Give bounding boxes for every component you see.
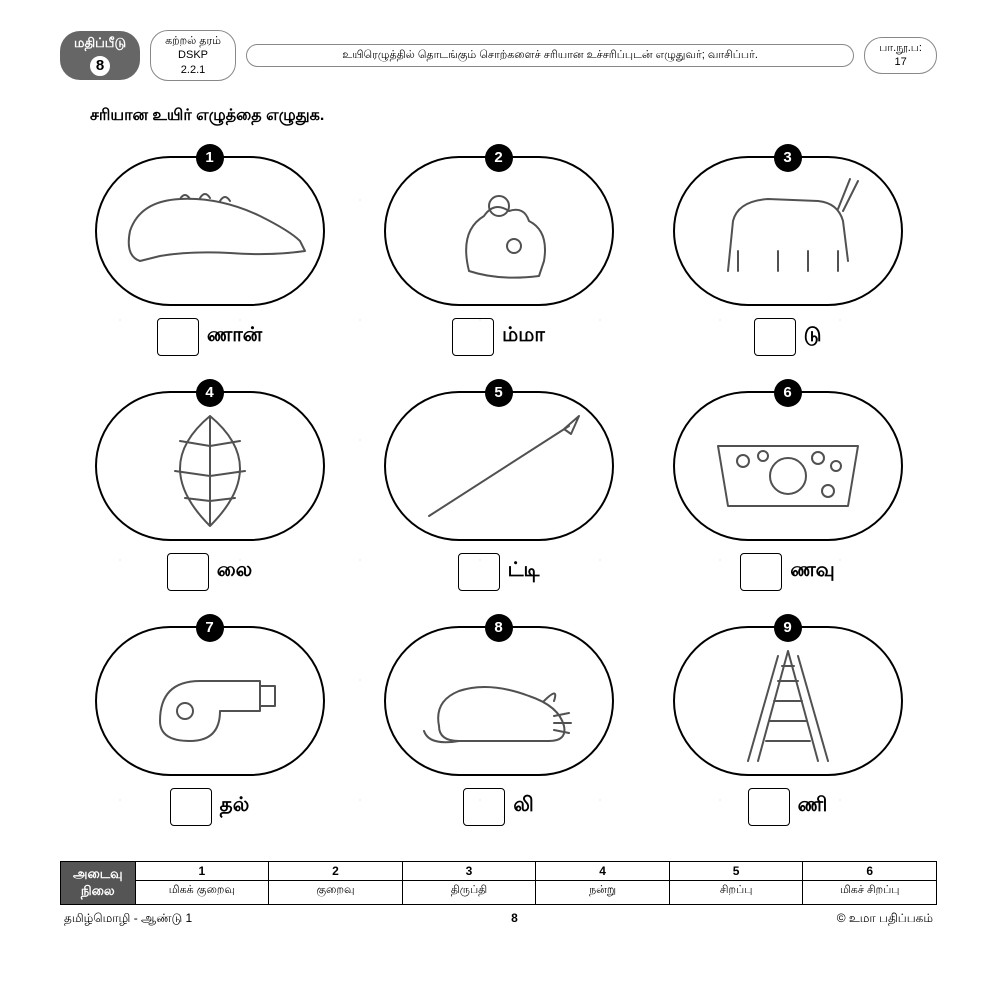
image-capsule: 3 [673, 156, 903, 306]
word-suffix: ம்மா [502, 324, 545, 349]
goat-icon [688, 161, 888, 301]
objective-pill: உயிரெழுத்தில் தொடங்கும் சொற்களைச் சரியான… [246, 44, 854, 66]
word-suffix: லை [217, 559, 253, 584]
page-ref-pill: பா.நூ.ப: 17 [864, 37, 937, 74]
level-number: 2 [269, 862, 402, 881]
level-number: 4 [536, 862, 669, 881]
answer-input-box[interactable] [740, 553, 782, 591]
assessment-level: 4நன்று [535, 862, 669, 904]
answer-row: ணவு [740, 553, 835, 591]
answer-row: லை [167, 553, 253, 591]
word-suffix: ணவு [790, 559, 835, 584]
badge-number: 8 [88, 54, 112, 78]
mother-icon [399, 161, 599, 301]
word-suffix: ணான் [207, 324, 262, 349]
assessment-level: 6மிகச் சிறப்பு [802, 862, 936, 904]
word-suffix: தல் [220, 794, 250, 819]
page-ref-label: பா.நூ.ப: [879, 41, 922, 55]
assessment-badge: மதிப்பீடு 8 [60, 31, 140, 80]
image-capsule: 4 [95, 391, 325, 541]
assessment-label: அடைவு நிலை [61, 862, 135, 904]
question-cell: 7 தல் [80, 626, 339, 826]
word-suffix: லி [513, 794, 533, 819]
image-capsule: 7 [95, 626, 325, 776]
image-capsule: 6 [673, 391, 903, 541]
level-number: 5 [670, 862, 803, 881]
objective-text: உயிரெழுத்தில் தொடங்கும் சொற்களைச் சரியான… [342, 49, 758, 61]
question-cell: 4 லை [80, 391, 339, 591]
assessment-level: 1மிகக் குறைவு [135, 862, 269, 904]
answer-row: ட்டி [458, 553, 540, 591]
level-text: திருப்தி [403, 881, 536, 901]
assessment-level: 2குறைவு [268, 862, 402, 904]
spear-icon [399, 396, 599, 536]
dskp-label: கற்றல் தரம் DSKP [165, 34, 221, 63]
badge-label: மதிப்பீடு [74, 35, 126, 52]
footer-right: © உமா பதிப்பகம் [837, 911, 933, 927]
question-cell: 1 ணான் [80, 156, 339, 356]
assessment-level: 5சிறப்பு [669, 862, 803, 904]
assessment-level: 3திருப்தி [402, 862, 536, 904]
image-capsule: 5 [384, 391, 614, 541]
question-grid: 1 ணான் 2 ம்மா 3 டு 4 லை 5 ட்டி 6 ணவு 7 தல் 8 லி 9 ணி [60, 156, 937, 826]
level-text: நன்று [536, 881, 669, 901]
worksheet-header: மதிப்பீடு 8 கற்றல் தரம் DSKP 2.2.1 உயிரெ… [60, 30, 937, 81]
question-cell: 3 டு [658, 156, 917, 356]
answer-row: ணி [748, 788, 828, 826]
answer-input-box[interactable] [754, 318, 796, 356]
image-capsule: 2 [384, 156, 614, 306]
answer-row: டு [754, 318, 822, 356]
image-capsule: 9 [673, 626, 903, 776]
question-cell: 9 ணி [658, 626, 917, 826]
question-cell: 2 ம்மா [369, 156, 628, 356]
level-text: சிறப்பு [670, 881, 803, 901]
whistle-icon [110, 631, 310, 771]
dskp-code: 2.2.1 [165, 63, 221, 77]
footer-left: தமிழ்மொழி - ஆண்டு 1 [64, 911, 192, 927]
ladder-icon [688, 631, 888, 771]
answer-input-box[interactable] [452, 318, 494, 356]
word-suffix: டு [804, 324, 822, 349]
instruction-text: சரியான உயிர் எழுத்தை எழுதுக. [90, 106, 937, 126]
level-text: மிகச் சிறப்பு [803, 881, 936, 901]
answer-input-box[interactable] [167, 553, 209, 591]
answer-input-box[interactable] [157, 318, 199, 356]
footer-center: 8 [511, 911, 518, 927]
image-capsule: 8 [384, 626, 614, 776]
level-number: 3 [403, 862, 536, 881]
level-text: குறைவு [269, 881, 402, 901]
answer-row: லி [463, 788, 533, 826]
page-footer: தமிழ்மொழி - ஆண்டு 1 8 © உமா பதிப்பகம் [60, 911, 937, 927]
answer-input-box[interactable] [463, 788, 505, 826]
image-capsule: 1 [95, 156, 325, 306]
answer-input-box[interactable] [170, 788, 212, 826]
leaf-icon [110, 396, 310, 536]
question-cell: 5 ட்டி [369, 391, 628, 591]
level-number: 1 [136, 862, 269, 881]
iguana-icon [110, 161, 310, 301]
level-number: 6 [803, 862, 936, 881]
food-icon [688, 396, 888, 536]
question-cell: 8 லி [369, 626, 628, 826]
answer-row: ம்மா [452, 318, 545, 356]
word-suffix: ட்டி [508, 559, 540, 584]
question-cell: 6 ணவு [658, 391, 917, 591]
level-text: மிகக் குறைவு [136, 881, 269, 901]
answer-row: ணான் [157, 318, 262, 356]
rat-icon [399, 631, 599, 771]
answer-row: தல் [170, 788, 250, 826]
word-suffix: ணி [798, 794, 828, 819]
answer-input-box[interactable] [748, 788, 790, 826]
page-ref-num: 17 [879, 55, 922, 69]
assessment-scale: அடைவு நிலை 1மிகக் குறைவு2குறைவு3திருப்தி… [60, 861, 937, 905]
dskp-pill: கற்றல் தரம் DSKP 2.2.1 [150, 30, 236, 81]
answer-input-box[interactable] [458, 553, 500, 591]
